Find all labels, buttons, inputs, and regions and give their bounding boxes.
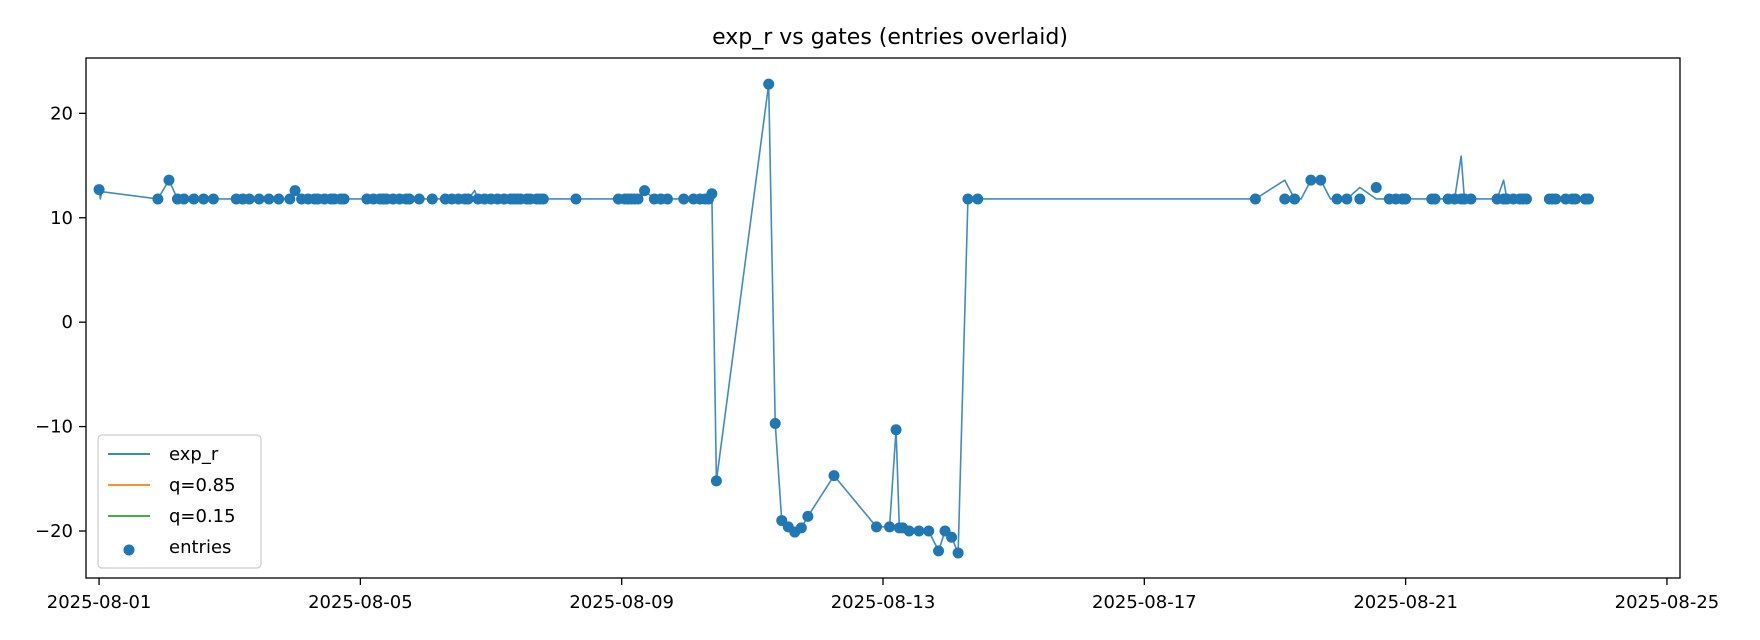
entry-point [923, 525, 935, 537]
entry-point [462, 193, 474, 205]
legend-label: exp_r [169, 444, 219, 465]
entry-point [1279, 193, 1291, 205]
entry-point [632, 193, 644, 205]
entry-point [769, 417, 781, 429]
x-tick-label: 2025-08-13 [831, 592, 936, 613]
x-tick-label: 2025-08-21 [1353, 592, 1458, 613]
entry-point [1520, 193, 1532, 205]
y-tick-label: 20 [50, 103, 73, 124]
entry-point [198, 193, 210, 205]
entry-point [972, 193, 984, 205]
entry-point [207, 193, 219, 205]
entry-point [188, 193, 200, 205]
entry-point [93, 184, 105, 196]
entry-point [828, 470, 840, 482]
entry-point [1331, 193, 1343, 205]
legend-box [97, 434, 262, 569]
entry-point [1465, 193, 1477, 205]
entry-point [1370, 181, 1382, 193]
entry-point [1400, 193, 1412, 205]
entry-point [1429, 193, 1441, 205]
entry-point [1354, 193, 1366, 205]
entry-point [913, 525, 925, 537]
legend-label: q=0.85 [169, 475, 236, 496]
entry-point [884, 521, 896, 533]
x-tick-label: 2025-08-25 [1615, 592, 1720, 613]
entry-point [426, 193, 438, 205]
entry-point [890, 424, 902, 436]
x-tick-label: 2025-08-01 [47, 592, 152, 613]
entry-point [1550, 193, 1562, 205]
entry-point [263, 193, 275, 205]
entry-point [1289, 193, 1301, 205]
entry-point [152, 193, 164, 205]
entry-point [253, 193, 265, 205]
entry-point [639, 185, 651, 197]
legend-label: q=0.15 [169, 506, 236, 527]
y-tick-label: −10 [35, 417, 73, 438]
entry-point [289, 185, 301, 197]
entry-point [870, 521, 882, 533]
entry-point [952, 547, 964, 559]
plot-area [93, 78, 1595, 559]
entry-point [284, 193, 296, 205]
entry-point [1305, 174, 1317, 186]
legend-label: entries [169, 537, 231, 558]
entry-point [570, 193, 582, 205]
y-tick-label: 10 [50, 208, 73, 229]
x-tick-label: 2025-08-05 [308, 592, 413, 613]
entry-point [710, 475, 722, 487]
entry-point [678, 193, 690, 205]
entry-point [178, 193, 190, 205]
entry-point [338, 193, 350, 205]
entry-point [163, 174, 175, 186]
entry-point [1315, 174, 1327, 186]
entry-point [661, 193, 673, 205]
entry-point [706, 188, 718, 200]
legend-swatch-marker [123, 544, 135, 556]
y-tick-label: 0 [62, 312, 73, 333]
entry-point [403, 193, 415, 205]
entry-point [1583, 193, 1595, 205]
entry-point [413, 193, 425, 205]
entry-point [802, 510, 814, 522]
entry-point [946, 531, 958, 543]
entry-point [1569, 193, 1581, 205]
entry-point [795, 522, 807, 534]
chart-title: exp_r vs gates (entries overlaid) [712, 25, 1068, 50]
entry-point [1249, 193, 1261, 205]
entry-point [933, 545, 945, 557]
entry-point [537, 193, 549, 205]
x-tick-label: 2025-08-09 [569, 592, 674, 613]
y-tick-label: −20 [35, 521, 73, 542]
entry-point [273, 193, 285, 205]
entry-point [243, 193, 255, 205]
entry-point [903, 525, 915, 537]
entry-point [962, 193, 974, 205]
entry-point [1341, 193, 1353, 205]
entry-point [763, 78, 775, 90]
x-tick-label: 2025-08-17 [1092, 592, 1197, 613]
